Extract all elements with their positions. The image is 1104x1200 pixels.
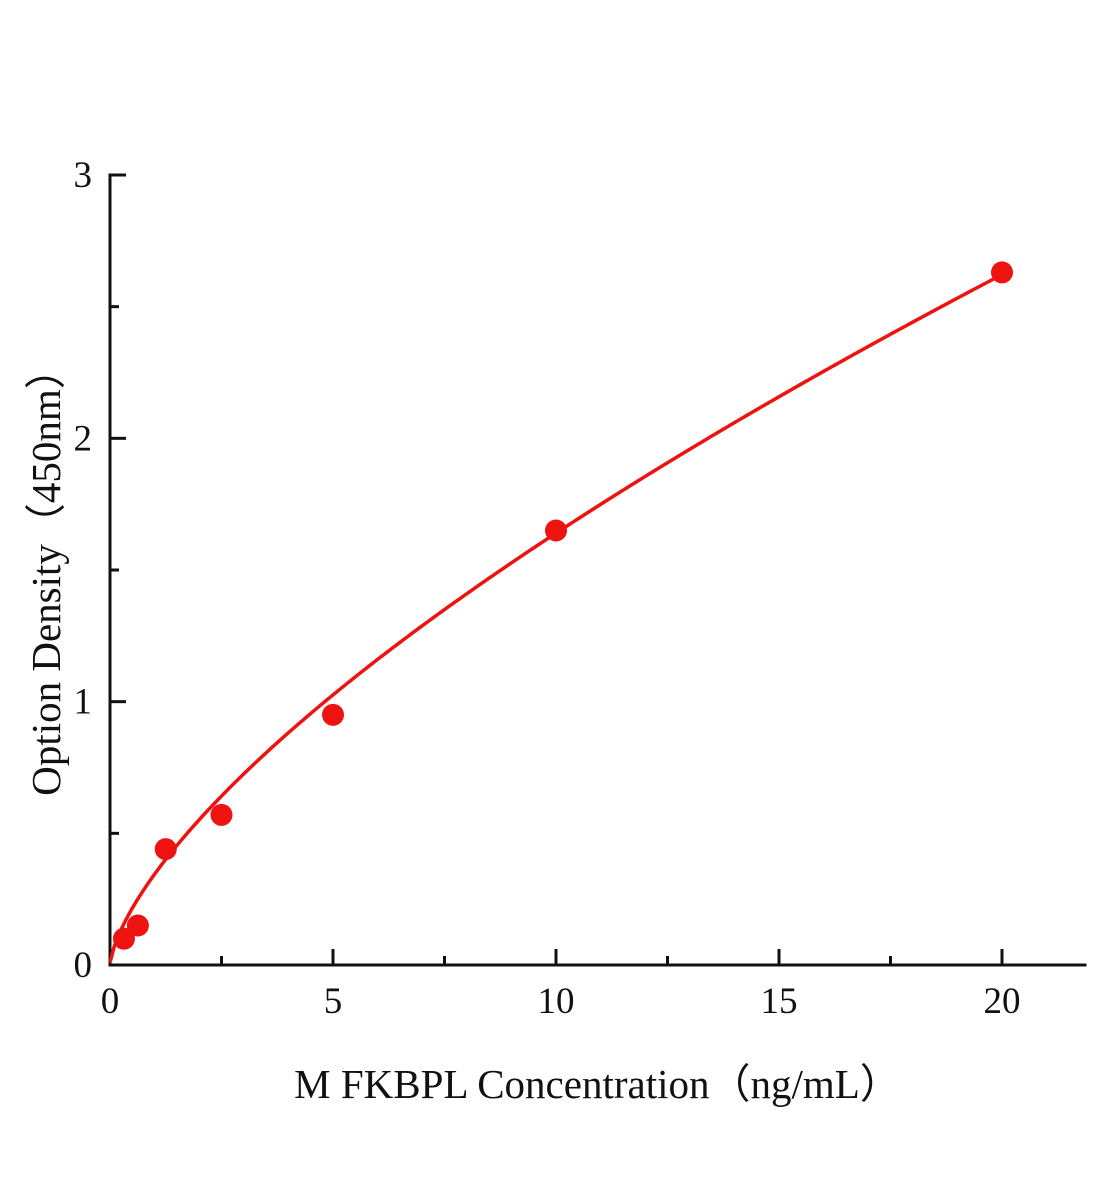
x-axis-title: M FKBPL Concentration（ng/mL） — [294, 1061, 901, 1107]
y-tick-label: 0 — [74, 945, 93, 986]
data-point — [112, 927, 135, 950]
axis-lines — [108, 173, 1087, 967]
x-tick-label: 20 — [984, 981, 1021, 1022]
data-point — [545, 519, 567, 542]
y-axis-title: Option Density（450nm） — [23, 348, 69, 796]
data-point — [210, 803, 233, 826]
y-tick-label: 2 — [74, 418, 93, 459]
data-point — [154, 838, 177, 861]
x-tick-label: 5 — [324, 981, 343, 1022]
x-tick-label: 10 — [538, 981, 575, 1022]
y-tick-label: 3 — [74, 155, 93, 196]
x-tick-label: 15 — [761, 981, 798, 1022]
data-point — [322, 703, 344, 726]
fit-curve — [108, 272, 1004, 963]
x-tick-label: 0 — [101, 981, 120, 1022]
y-tick-label: 1 — [74, 682, 93, 723]
data-point — [991, 261, 1013, 284]
data-point — [126, 914, 149, 937]
